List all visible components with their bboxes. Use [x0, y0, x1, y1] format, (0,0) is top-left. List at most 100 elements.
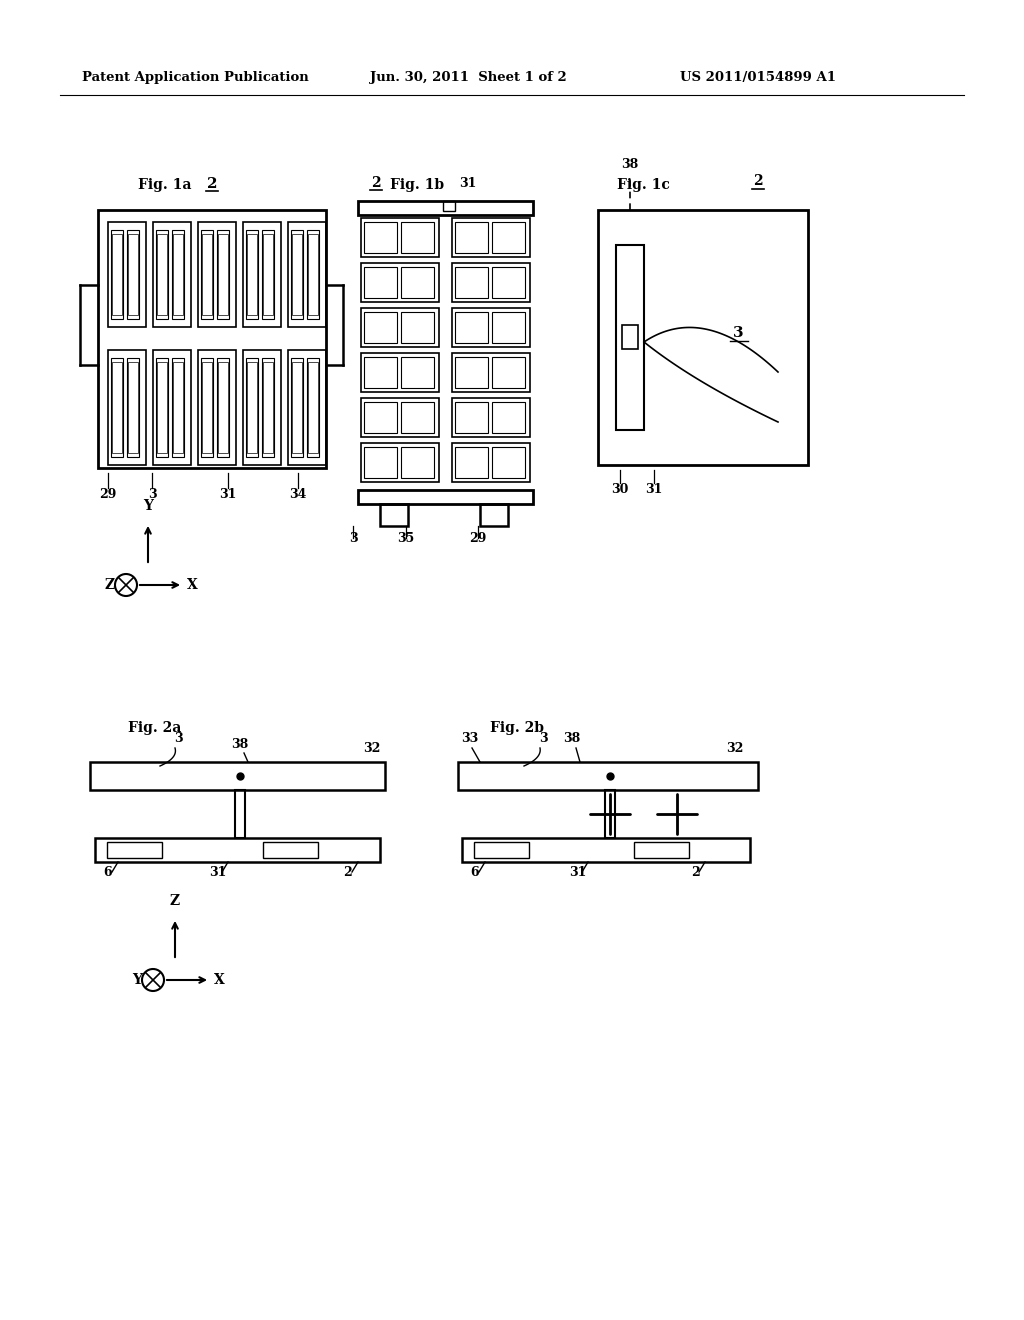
Text: Fig. 2a: Fig. 2a	[128, 721, 181, 735]
Bar	[634, 842, 689, 858]
Bar	[462, 838, 750, 862]
Bar	[401, 403, 434, 433]
Bar	[243, 350, 281, 465]
Bar	[308, 234, 318, 315]
Bar	[364, 447, 397, 478]
Text: Fig. 1b: Fig. 1b	[390, 178, 444, 191]
Bar	[201, 358, 213, 457]
Text: 35: 35	[397, 532, 415, 545]
Bar	[243, 222, 281, 327]
Bar	[108, 350, 146, 465]
Bar	[401, 222, 434, 253]
Text: Z: Z	[170, 894, 180, 908]
Bar	[616, 246, 644, 430]
Text: Y: Y	[132, 973, 142, 987]
Bar	[112, 234, 122, 315]
Bar	[108, 222, 146, 327]
Bar	[98, 210, 326, 469]
Text: X: X	[186, 578, 198, 591]
Bar	[262, 358, 274, 457]
Bar	[364, 222, 397, 253]
Bar	[401, 312, 434, 343]
Bar	[201, 230, 213, 319]
Text: 29: 29	[99, 488, 117, 502]
Text: 31: 31	[460, 177, 477, 190]
Bar	[263, 842, 318, 858]
Bar	[263, 234, 273, 315]
Bar	[364, 312, 397, 343]
Bar	[492, 356, 525, 388]
Bar	[153, 222, 191, 327]
Bar	[246, 358, 258, 457]
Text: 2: 2	[690, 866, 699, 879]
Bar	[291, 230, 303, 319]
Text: 38: 38	[622, 158, 639, 172]
Text: 2: 2	[344, 866, 352, 879]
Bar	[401, 356, 434, 388]
Text: 38: 38	[231, 738, 249, 751]
Text: 3: 3	[349, 532, 357, 545]
Bar	[247, 234, 257, 315]
Bar	[288, 222, 326, 327]
Bar	[292, 362, 302, 453]
Text: 31: 31	[569, 866, 587, 879]
Bar	[474, 842, 529, 858]
Bar	[127, 358, 139, 457]
Bar	[127, 230, 139, 319]
Text: 29: 29	[469, 532, 486, 545]
Bar	[361, 218, 439, 257]
Bar	[364, 267, 397, 298]
Bar	[291, 358, 303, 457]
Bar	[452, 263, 530, 302]
Bar	[172, 358, 184, 457]
Bar	[111, 358, 123, 457]
Bar	[622, 325, 638, 348]
Bar	[443, 201, 455, 211]
Bar	[480, 504, 508, 525]
Bar	[128, 362, 138, 453]
Text: 32: 32	[726, 742, 743, 755]
Bar	[262, 230, 274, 319]
Text: Jun. 30, 2011  Sheet 1 of 2: Jun. 30, 2011 Sheet 1 of 2	[370, 71, 566, 84]
Text: Fig. 2b: Fig. 2b	[490, 721, 544, 735]
Bar	[198, 222, 236, 327]
Bar	[173, 234, 183, 315]
Bar	[308, 362, 318, 453]
Bar	[452, 352, 530, 392]
Bar	[157, 234, 167, 315]
Bar	[198, 350, 236, 465]
Bar	[358, 201, 534, 215]
Bar	[156, 358, 168, 457]
Text: 3: 3	[539, 733, 547, 744]
Bar	[361, 352, 439, 392]
Text: X: X	[214, 973, 224, 987]
Bar	[128, 234, 138, 315]
Text: 2: 2	[371, 176, 381, 190]
Bar	[307, 230, 319, 319]
Bar	[401, 267, 434, 298]
Bar	[605, 789, 615, 838]
Text: 6: 6	[103, 866, 113, 879]
Text: 2: 2	[207, 177, 217, 191]
Bar	[247, 362, 257, 453]
Bar	[90, 762, 385, 789]
Text: 3: 3	[733, 326, 743, 341]
Bar	[202, 362, 212, 453]
Bar	[455, 312, 488, 343]
Text: Patent Application Publication: Patent Application Publication	[82, 71, 309, 84]
Bar	[492, 403, 525, 433]
Bar	[452, 308, 530, 347]
Text: Y: Y	[143, 499, 153, 513]
Bar	[492, 267, 525, 298]
Bar	[157, 362, 167, 453]
Bar	[361, 399, 439, 437]
Bar	[380, 504, 408, 525]
Bar	[202, 234, 212, 315]
Text: US 2011/0154899 A1: US 2011/0154899 A1	[680, 71, 836, 84]
Bar	[401, 447, 434, 478]
Text: 34: 34	[290, 488, 306, 502]
Bar	[364, 356, 397, 388]
Bar	[455, 267, 488, 298]
Text: 31: 31	[645, 483, 663, 496]
Text: 6: 6	[471, 866, 479, 879]
